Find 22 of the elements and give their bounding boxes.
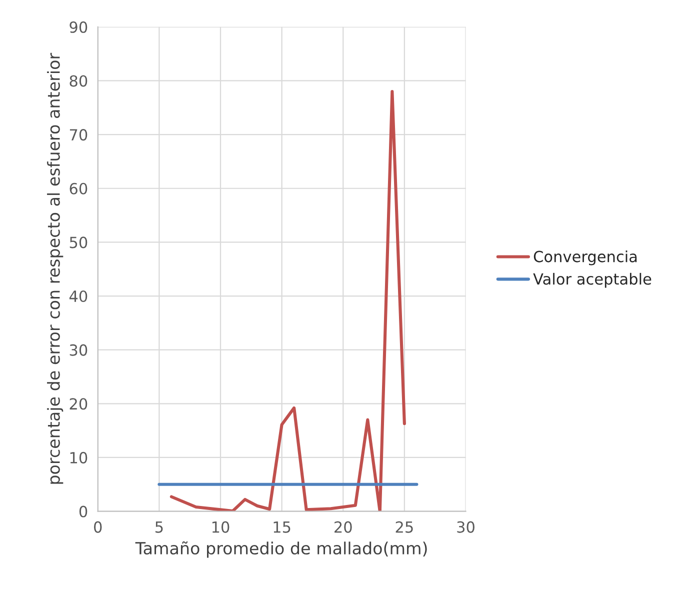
x-axis-title: Tamaño promedio de mallado(mm) (135, 541, 427, 558)
y-tick-label: 60 (70, 182, 88, 194)
x-tick-label: 25 (396, 521, 413, 533)
x-tick-label: 15 (274, 521, 290, 533)
y-axis-title: porcentaje de error con respecto al esfuero anterior (47, 52, 64, 484)
line-series (170, 90, 406, 512)
legend-label: Convergencia (534, 250, 637, 266)
y-tick-label: 50 (70, 236, 88, 248)
y-tick-label: 10 (70, 452, 88, 464)
y-tick-label: 0 (79, 506, 88, 518)
x-tick-label: 0 (94, 521, 102, 533)
x-tick-label: 10 (212, 521, 230, 533)
x-tick-label: 30 (457, 521, 474, 533)
y-tick-label: 80 (70, 75, 88, 87)
x-tick-label: 5 (156, 521, 163, 533)
legend-label: Valor aceptable (533, 272, 652, 288)
y-tick-label: 90 (70, 21, 88, 33)
y-tick-label: 20 (70, 398, 88, 410)
y-tick-label: 30 (70, 344, 88, 356)
x-tick-label: 20 (334, 521, 352, 533)
y-tick-label: 40 (69, 290, 88, 302)
y-tick-label: 70 (70, 129, 88, 141)
